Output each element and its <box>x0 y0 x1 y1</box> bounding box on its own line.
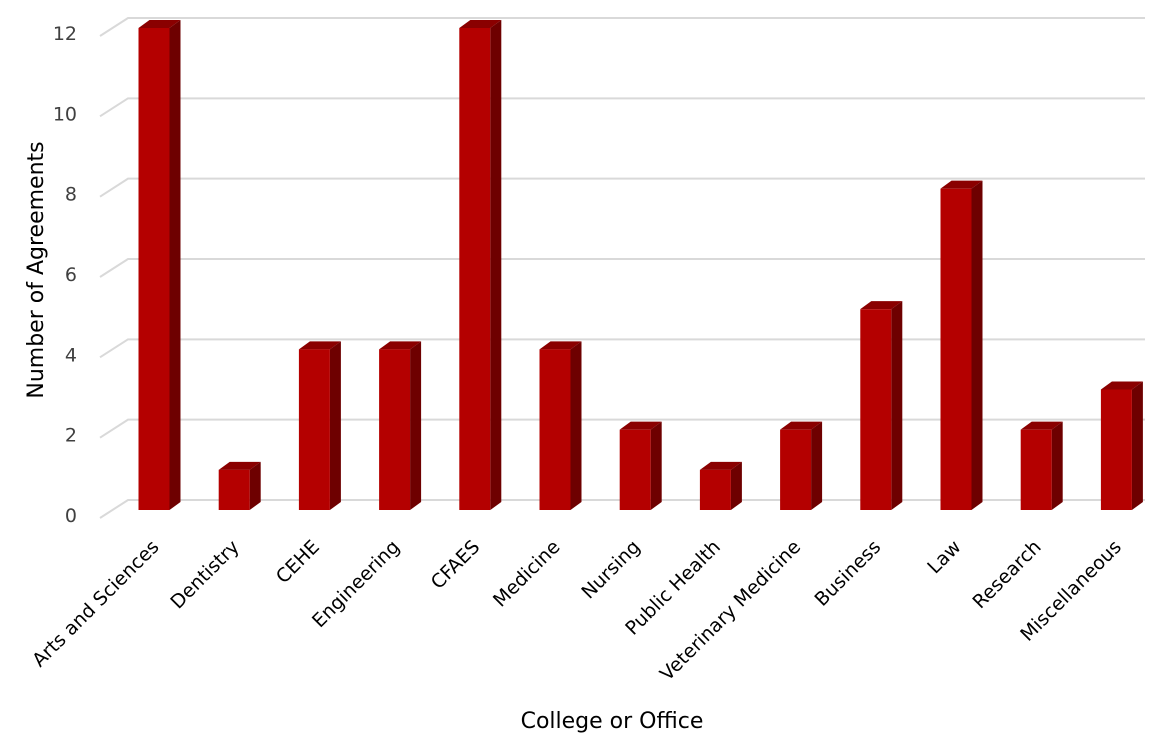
bar <box>699 461 742 510</box>
y-tick-label: 10 <box>53 103 77 125</box>
bar <box>940 180 983 510</box>
y-tick-labels: 0 2 4 6 8 10 12 <box>53 23 77 527</box>
bar-front-face <box>940 188 972 510</box>
gridline <box>99 258 1145 278</box>
x-tick-label: Research <box>969 536 1046 613</box>
bar-side-face <box>650 421 662 510</box>
bar-front-face <box>459 28 491 510</box>
bar-front-face <box>619 429 651 510</box>
bar-side-face <box>410 341 422 510</box>
bar-front-face <box>699 469 731 510</box>
bar-top-face <box>940 180 983 189</box>
bar-top-face <box>699 461 742 470</box>
bar <box>138 20 181 510</box>
bar-front-face <box>298 349 330 510</box>
x-tick-label: Dentistry <box>166 536 243 613</box>
y-tick-label: 2 <box>65 425 77 447</box>
bar-top-face <box>1100 381 1143 390</box>
bar-side-face <box>811 421 823 510</box>
bar-side-face <box>570 341 582 510</box>
bar <box>860 301 903 510</box>
bar-side-face <box>490 20 502 510</box>
gridlines <box>99 17 1145 519</box>
x-tick-label: Arts and Sciences <box>28 536 163 671</box>
gridline <box>99 177 1145 198</box>
bars <box>138 20 1143 510</box>
bar-top-face <box>379 341 422 350</box>
bar-top-face <box>138 20 181 28</box>
bar-top-face <box>860 301 903 310</box>
gridline <box>99 338 1145 359</box>
x-tick-label: CFAES <box>427 536 485 594</box>
gridline <box>99 418 1145 439</box>
bar-front-face <box>138 28 170 510</box>
gridline <box>99 17 1145 37</box>
bar-side-face <box>249 461 261 510</box>
x-tick-label: Medicine <box>489 536 565 612</box>
bar-side-face <box>891 301 903 510</box>
y-axis-title: Number of Agreements <box>24 141 49 398</box>
bar-side-face <box>329 341 341 510</box>
bar <box>780 421 823 510</box>
gridline <box>99 97 1145 118</box>
bar <box>619 421 662 510</box>
bar <box>1100 381 1143 510</box>
x-axis-title: College or Office <box>521 709 704 734</box>
bar-front-face <box>1100 389 1132 510</box>
bar-front-face <box>379 349 411 510</box>
y-tick-label: 12 <box>53 23 77 45</box>
bar-top-face <box>218 461 261 470</box>
y-tick-label: 0 <box>65 505 77 527</box>
bar <box>218 461 261 510</box>
bar <box>379 341 422 510</box>
bar-side-face <box>730 461 742 510</box>
bar-front-face <box>860 309 892 510</box>
bar-front-face <box>218 469 250 510</box>
bar-front-face <box>1020 429 1052 510</box>
y-tick-label: 6 <box>65 264 77 286</box>
y-tick-label: 4 <box>65 344 77 366</box>
bar-front-face <box>780 429 812 510</box>
x-tick-label: Business <box>811 536 886 611</box>
x-tick-label: Law <box>923 536 965 578</box>
bar-side-face <box>1051 421 1063 510</box>
bar-front-face <box>539 349 571 510</box>
bar-top-face <box>539 341 582 350</box>
bar <box>298 341 341 510</box>
bar-top-face <box>298 341 341 350</box>
bar <box>459 20 502 510</box>
bar <box>1020 421 1063 510</box>
x-tick-label: CEHE <box>272 536 324 588</box>
bar-side-face <box>971 180 983 510</box>
bar-top-face <box>1020 421 1063 430</box>
bar-top-face <box>780 421 823 430</box>
bar-top-face <box>459 20 502 28</box>
bar-top-face <box>619 421 662 430</box>
x-tick-labels: Arts and Sciences Dentistry CEHEEngineerin… <box>28 536 1126 685</box>
bar-side-face <box>169 20 181 510</box>
y-tick-label: 8 <box>65 184 77 206</box>
bar-side-face <box>1131 381 1143 510</box>
x-tick-label: Nursing <box>577 536 644 603</box>
x-tick-label: Veterinary Medicine <box>656 536 805 685</box>
bar <box>539 341 582 510</box>
